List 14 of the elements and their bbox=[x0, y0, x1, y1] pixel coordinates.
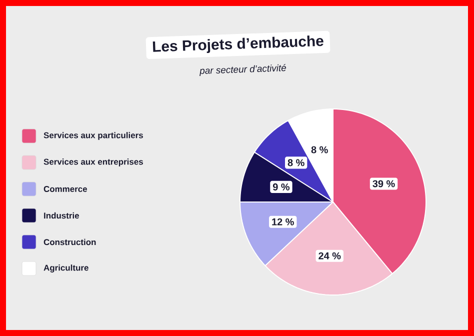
chart-title: Les Projets d’embauche bbox=[152, 36, 324, 54]
data-label: 8 % bbox=[311, 146, 328, 154]
legend-label: Construction bbox=[44, 238, 96, 246]
data-label: 9 % bbox=[272, 183, 290, 190]
data-label: 39 % bbox=[372, 180, 395, 188]
legend-label: Services aux entreprises bbox=[44, 158, 143, 166]
legend-label: Agriculture bbox=[44, 264, 88, 272]
chart-subtitle: par secteur d’activité bbox=[200, 64, 286, 76]
legend-label: Services aux particuliers bbox=[44, 132, 143, 140]
legend-label: Industrie bbox=[44, 212, 79, 219]
data-label: 24 % bbox=[318, 252, 341, 260]
data-label: 8 % bbox=[288, 159, 304, 166]
legend-label: Commerce bbox=[44, 186, 87, 192]
data-label: 12 % bbox=[272, 218, 294, 226]
